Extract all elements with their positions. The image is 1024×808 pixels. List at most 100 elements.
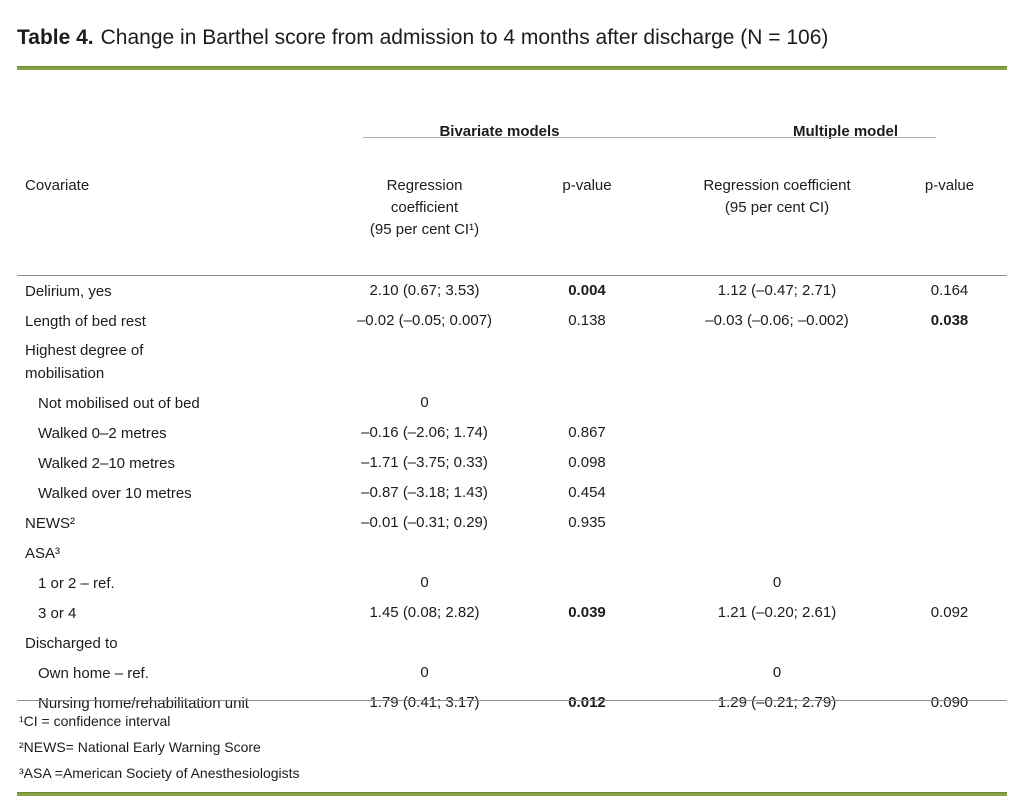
table-row-asa-group: ASA³ [17,538,1007,568]
spanner-header-row: Bivariate models Multiple model [17,100,1007,149]
table-caption: Table 4. Change in Barthel score from adm… [17,24,828,52]
bivariate-coefficient-cell: –0.87 (–3.18; 1.43) [361,484,488,501]
bivariate-coefficient-cell [337,628,512,658]
multiple-pvalue-cell: 0.038 [930,312,969,329]
table-row-discharged-group: Discharged to [17,628,1007,658]
bivariate-pvalue-cell [512,628,662,658]
bivariate-coefficient-cell: 0 [420,394,429,411]
bivariate-coefficient-cell [337,538,512,568]
table-row-bed-rest: Length of bed rest –0.02 (–0.05; 0.007) … [17,306,1007,336]
covariate-cell: Highest degree of mobilisation [25,342,144,382]
bivariate-coefficient-cell: 1.45 (0.08; 2.82) [369,604,480,621]
table-row-asa-1-2: 1 or 2 – ref. 0 0 [17,568,1007,598]
column-header-covariate: Covariate [17,149,337,276]
multiple-pvalue-cell: 0.164 [930,282,969,299]
covariate-cell: Discharged to [25,634,118,652]
multiple-coefficient-cell [662,448,892,478]
multiple-pvalue-cell [892,418,1007,448]
footnotes: ¹CI = confidence interval ²NEWS= Nationa… [19,708,300,786]
covariate-cell: ASA³ [25,544,61,562]
column-header-multiple-coefficient: Regression coefficient (95 per cent CI) [662,149,892,276]
bivariate-coefficient-cell [337,336,512,388]
multiple-pvalue-cell: 0.090 [930,694,969,711]
bivariate-coefficient-cell: –0.16 (–2.06; 1.74) [361,424,488,441]
bivariate-coefficient-cell: 2.10 (0.67; 3.53) [369,282,480,299]
covariate-cell: 1 or 2 – ref. [38,574,115,592]
table-row-news: NEWS² –0.01 (–0.31; 0.29) 0.935 [17,508,1007,538]
multiple-coefficient-cell: 1.29 (–0.21; 2.79) [717,694,837,711]
table-caption-number: Table 4. [17,26,94,49]
bivariate-pvalue-cell [512,336,662,388]
multiple-pvalue-cell [892,538,1007,568]
table-row-walked-0-2: Walked 0–2 metres –0.16 (–2.06; 1.74) 0.… [17,418,1007,448]
bivariate-pvalue-cell: 0.454 [568,484,606,501]
spanner-empty-cell [17,100,337,149]
multiple-coefficient-cell [662,336,892,388]
multiple-pvalue-cell: 0.092 [930,604,969,621]
bivariate-pvalue-cell: 0.935 [568,514,606,531]
bivariate-pvalue-cell [512,388,662,418]
table-row-walked-over-10: Walked over 10 metres –0.87 (–3.18; 1.43… [17,478,1007,508]
bivariate-coefficient-cell: –1.71 (–3.75; 0.33) [361,454,488,471]
multiple-pvalue-cell [892,568,1007,598]
spanner-bivariate-models: Bivariate models [439,123,560,140]
multiple-coefficient-cell [662,538,892,568]
covariate-cell: Length of bed rest [25,312,146,330]
multiple-coefficient-cell: 1.12 (–0.47; 2.71) [717,282,837,299]
column-header-bivariate-coefficient: Regression coefficient (95 per cent CI¹) [337,149,512,276]
table-row-walked-2-10: Walked 2–10 metres –1.71 (–3.75; 0.33) 0… [17,448,1007,478]
table-row-own-home: Own home – ref. 0 0 [17,658,1007,688]
bivariate-coefficient-cell: –0.01 (–0.31; 0.29) [361,514,488,531]
multiple-coefficient-cell: –0.03 (–0.06; –0.002) [705,312,849,329]
multiple-coefficient-cell [662,628,892,658]
bivariate-pvalue-cell: 0.867 [568,424,606,441]
covariate-cell: Walked over 10 metres [38,484,192,502]
table-container: Bivariate models Multiple model Covariat… [17,100,1007,718]
bottom-accent-rule [17,792,1007,796]
multiple-pvalue-cell [892,388,1007,418]
covariate-cell: 3 or 4 [38,604,77,622]
multiple-coefficient-cell [662,478,892,508]
multiple-coefficient-cell [662,388,892,418]
multiple-pvalue-cell [892,478,1007,508]
covariate-cell: Delirium, yes [25,282,112,300]
bivariate-pvalue-cell: 0.098 [568,454,606,471]
table-bottom-rule [17,700,1007,701]
multiple-pvalue-cell [892,508,1007,538]
covariate-cell: Own home – ref. [38,664,149,682]
spanner-multiple-model: Multiple model [793,123,898,140]
covariate-cell: NEWS² [25,514,75,532]
table-row-not-mobilised: Not mobilised out of bed 0 [17,388,1007,418]
bivariate-pvalue-cell [512,658,662,688]
multiple-coefficient-cell: 0 [772,574,782,591]
bivariate-coefficient-cell: 1.79 (0.41; 3.17) [369,694,480,711]
multiple-pvalue-cell [892,336,1007,388]
multiple-coefficient-cell [662,418,892,448]
spanner-underline [363,137,936,138]
column-header-multiple-pvalue: p-value [892,149,1007,276]
table-row-delirium: Delirium, yes 2.10 (0.67; 3.53) 0.004 1.… [17,276,1007,307]
covariate-cell: Walked 2–10 metres [38,454,176,472]
bivariate-pvalue-cell: 0.012 [568,694,606,711]
footnote-news: ²NEWS= National Early Warning Score [19,739,261,755]
column-header-row: Covariate Regression coefficient (95 per… [17,149,1007,276]
multiple-pvalue-cell [892,658,1007,688]
footnote-asa: ³ASA =American Society of Anesthesiologi… [19,765,300,781]
bivariate-pvalue-cell: 0.004 [568,282,606,299]
multiple-coefficient-cell [662,508,892,538]
multiple-pvalue-cell [892,628,1007,658]
table-row-nursing-home: Nursing home/rehabilitation unit 1.79 (0… [17,688,1007,718]
multiple-pvalue-cell [892,448,1007,478]
bivariate-coefficient-cell: 0 [420,574,429,591]
table-row-mobilisation-group: Highest degree of mobilisation [17,336,1007,388]
bivariate-pvalue-cell [512,568,662,598]
bivariate-pvalue-cell: 0.138 [568,312,606,329]
bivariate-coefficient-cell: –0.02 (–0.05; 0.007) [356,312,493,329]
bivariate-pvalue-cell: 0.039 [568,604,606,621]
column-header-bivariate-pvalue: p-value [512,149,662,276]
covariate-cell: Walked 0–2 metres [38,424,167,442]
footnote-ci: ¹CI = confidence interval [19,713,171,729]
multiple-coefficient-cell: 1.21 (–0.20; 2.61) [717,604,837,621]
regression-table: Bivariate models Multiple model Covariat… [17,100,1007,718]
